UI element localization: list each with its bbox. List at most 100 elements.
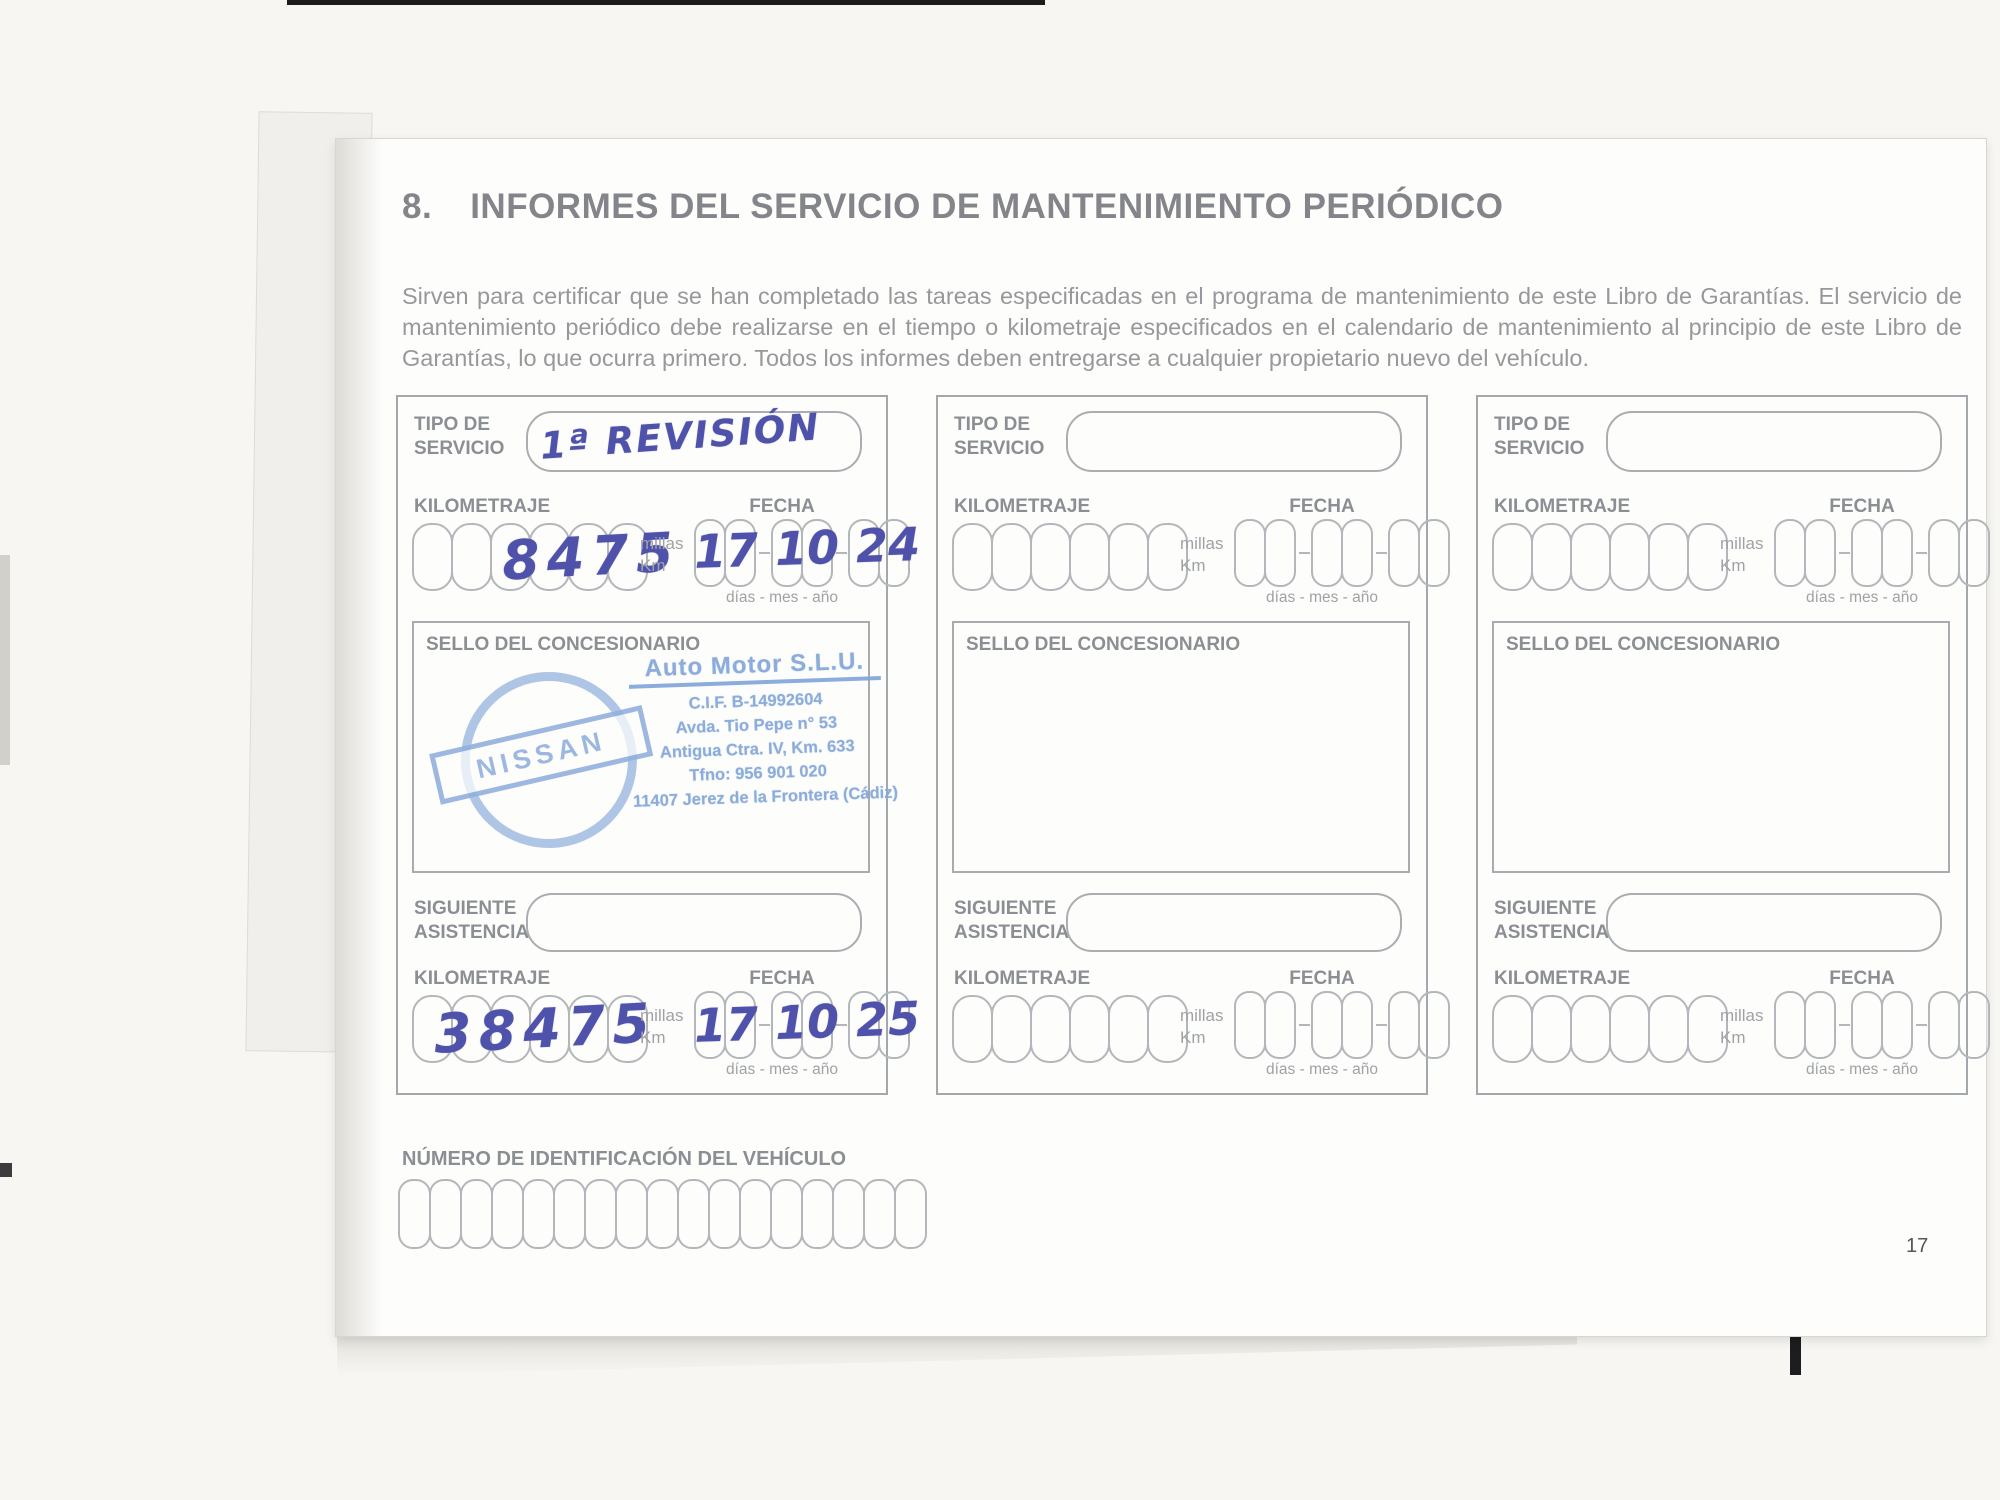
kilometraje-cells [1492,995,1728,1063]
oval-cell [1147,523,1188,591]
dias-mes-ano-caption: días - mes - año [726,589,838,606]
oval-cell [1069,995,1110,1063]
kilometraje-label: KILOMETRAJE [414,968,551,989]
fecha-label: FECHA [749,968,815,989]
dash [1299,552,1310,554]
oval-cell [952,995,993,1063]
kilometraje-label: KILOMETRAJE [954,496,1091,517]
fecha-month-cells [1311,991,1373,1059]
kilometraje-cells [952,523,1188,591]
oval-cell [1851,991,1883,1059]
oval-cell [529,523,570,591]
dias-mes-ano-caption: días - mes - año [1266,1061,1378,1078]
dash [1916,552,1927,554]
oval-cell [490,523,531,591]
kilometraje-label: KILOMETRAJE [1494,496,1631,517]
oval-cell [1341,991,1373,1059]
fecha-month-cells [1311,519,1373,587]
intro-paragraph: Sirven para certificar que se han comple… [402,282,1962,371]
oval-cell [568,995,609,1063]
oval-cell [412,995,453,1063]
oval-cell [615,1179,648,1249]
dash [836,1024,847,1026]
oval-cell [1418,991,1450,1059]
oval-cell [412,523,453,591]
oval-cell [863,1179,896,1249]
oval-cell [451,995,492,1063]
oval-cell [1108,523,1149,591]
oval-cell [1928,519,1960,587]
oval-cell [1388,519,1420,587]
dash [1376,1024,1387,1026]
oval-cell [1492,523,1533,591]
sello-label: SELLO DEL CONCESIONARIO [1506,634,1781,655]
oval-cell [490,995,531,1063]
scan-edge-line [287,0,1045,5]
units-label: millas Km [1720,534,1764,575]
fecha-year-cells [1928,519,1990,587]
siguiente-asistencia-label: SIGUIENTE ASISTENCIA [954,898,1070,943]
fecha-cells [694,519,910,587]
oval-cell [1570,523,1611,591]
oval-cell [801,519,833,587]
oval-cell [1881,519,1913,587]
fecha-day-cells [1774,991,1836,1059]
oval-cell [1264,519,1296,587]
siguiente-asistencia-field [526,893,862,952]
dias-mes-ano-caption: días - mes - año [1806,1061,1918,1078]
fecha-cells [1234,519,1450,587]
oval-cell [708,1179,741,1249]
oval-cell [677,1179,710,1249]
warranty-book-page: 8. INFORMES DEL SERVICIO DE MANTENIMIENT… [335,138,1990,1337]
oval-cell [1609,523,1650,591]
oval-cell [1648,523,1689,591]
fecha-month-cells [1851,519,1913,587]
oval-cell [1804,519,1836,587]
oval-cell [1609,995,1650,1063]
units-label: millas Km [1720,1006,1764,1047]
oval-cell [1311,991,1343,1059]
kilometraje-cells [412,523,648,591]
sello-concesionario-box: SELLO DEL CONCESIONARIO NISSAN Auto Moto… [412,621,898,874]
sello-label: SELLO DEL CONCESIONARIO [426,634,701,655]
kilometraje-cells [1492,523,1728,591]
fecha-year-cells [1928,991,1990,1059]
nissan-logo-stamp: NISSAN [429,661,654,874]
scan-artifact [0,1163,12,1177]
service-record-2: TIPO DE SERVICIO KILOMETRAJE FECHA milla… [936,395,1450,1095]
oval-cell [1958,991,1990,1059]
oval-cell [694,991,726,1059]
service-record-3: TIPO DE SERVICIO KILOMETRAJE FECHA milla… [1476,395,1990,1095]
oval-cell [460,1179,493,1249]
kilometraje-cells [412,995,648,1063]
oval-cell [1418,519,1450,587]
oval-cell [1774,991,1806,1059]
fecha-cells [1234,991,1450,1059]
fecha-label: FECHA [1829,968,1895,989]
stamp-dealer-name: Auto Motor S.L.U. [628,648,881,689]
dash [759,552,770,554]
dash [836,552,847,554]
fecha-month-cells [1851,991,1913,1059]
oval-cell [1030,523,1071,591]
tipo-de-servicio-field [1066,411,1402,472]
service-record-1: TIPO DE SERVICIO 1ª REVISIÓN KILOMETRAJE… [396,395,921,1095]
dash [759,1024,770,1026]
oval-cell [770,1179,803,1249]
oval-cell [607,995,648,1063]
stamp-text: Auto Motor S.L.U. C.I.F. B-14992604 Avda… [628,648,898,814]
kilometraje-label: KILOMETRAJE [1494,968,1631,989]
fecha-day-cells [1774,519,1836,587]
oval-cell [1030,995,1071,1063]
oval-cell [1311,519,1343,587]
fecha-cells [694,991,910,1059]
oval-cell [878,991,910,1059]
units-label: millas Km [640,534,684,575]
fecha-year-cells [848,991,910,1059]
siguiente-asistencia-field [1066,893,1402,952]
oval-cell [553,1179,586,1249]
oval-cell [451,523,492,591]
page-edge-shadow [337,1334,1577,1376]
fecha-cells [1774,519,1990,587]
oval-cell [1234,991,1266,1059]
